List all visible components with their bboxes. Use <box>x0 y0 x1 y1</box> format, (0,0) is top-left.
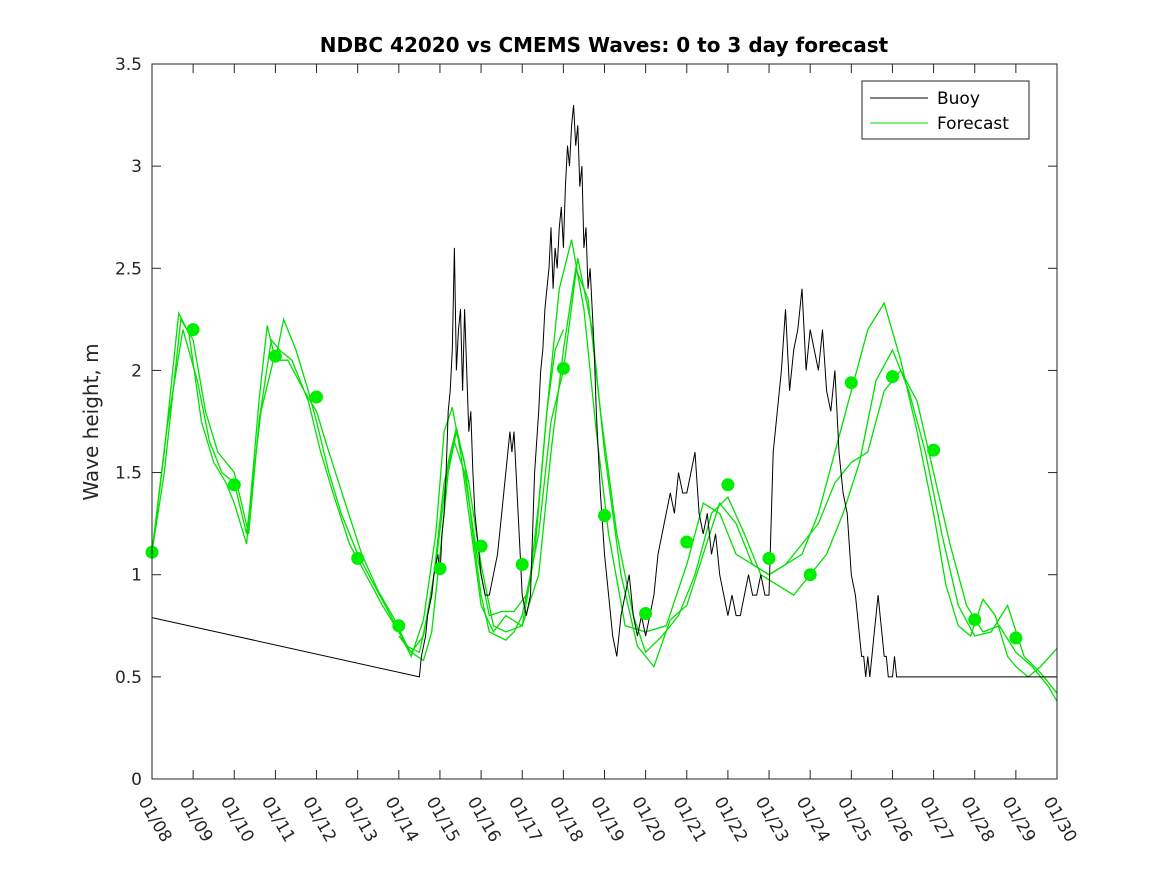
forecast-series-2 <box>151 265 1058 694</box>
legend-buoy-label: Buoy <box>937 89 980 109</box>
forecast-marker <box>762 551 776 565</box>
forecast-marker <box>351 551 365 565</box>
forecast-marker <box>968 613 982 627</box>
y-tick-label: 2.5 <box>115 259 142 279</box>
y-tick-label: 1.5 <box>115 464 142 484</box>
legend-box <box>861 80 1030 140</box>
forecast-marker <box>721 478 735 492</box>
y-axis: 0 0.5 1 1.5 2 2.5 3 3.5 <box>115 55 1057 790</box>
legend-forecast-label: Forecast <box>937 114 1009 134</box>
forecast-series-4 <box>398 329 565 662</box>
y-tick-label: 0.5 <box>115 668 142 688</box>
forecast-marker <box>433 562 447 576</box>
forecast-marker <box>186 323 200 337</box>
forecast-marker <box>268 349 282 363</box>
forecast-marker <box>310 390 323 404</box>
buoy-series <box>151 104 1057 678</box>
forecast-marker <box>598 509 611 522</box>
forecast-marker <box>474 539 488 553</box>
forecast-marker <box>680 535 694 549</box>
forecast-marker <box>227 478 241 492</box>
buoy-lines <box>151 104 1057 678</box>
y-axis-label: Wave height, m <box>79 343 103 500</box>
legend: Buoy Forecast <box>861 80 1030 140</box>
forecast-marker <box>1009 631 1023 645</box>
forecast-marker <box>639 607 653 620</box>
forecast-marker <box>556 361 570 375</box>
y-tick-label: 3 <box>131 157 142 177</box>
forecast-marker <box>844 376 858 390</box>
forecast-marker <box>927 443 941 457</box>
forecast-marker <box>392 619 406 633</box>
plot-area <box>152 64 1057 779</box>
forecast-marker <box>803 568 817 582</box>
chart-title: NDBC 42020 vs CMEMS Waves: 0 to 3 day fo… <box>320 33 889 57</box>
y-tick-label: 2 <box>131 361 142 381</box>
y-tick-label: 3.5 <box>115 55 142 75</box>
y-tick-label: 0 <box>131 770 142 790</box>
forecast-marker <box>515 558 529 571</box>
y-tick-label: 1 <box>131 566 142 586</box>
forecast-marker <box>886 370 899 384</box>
